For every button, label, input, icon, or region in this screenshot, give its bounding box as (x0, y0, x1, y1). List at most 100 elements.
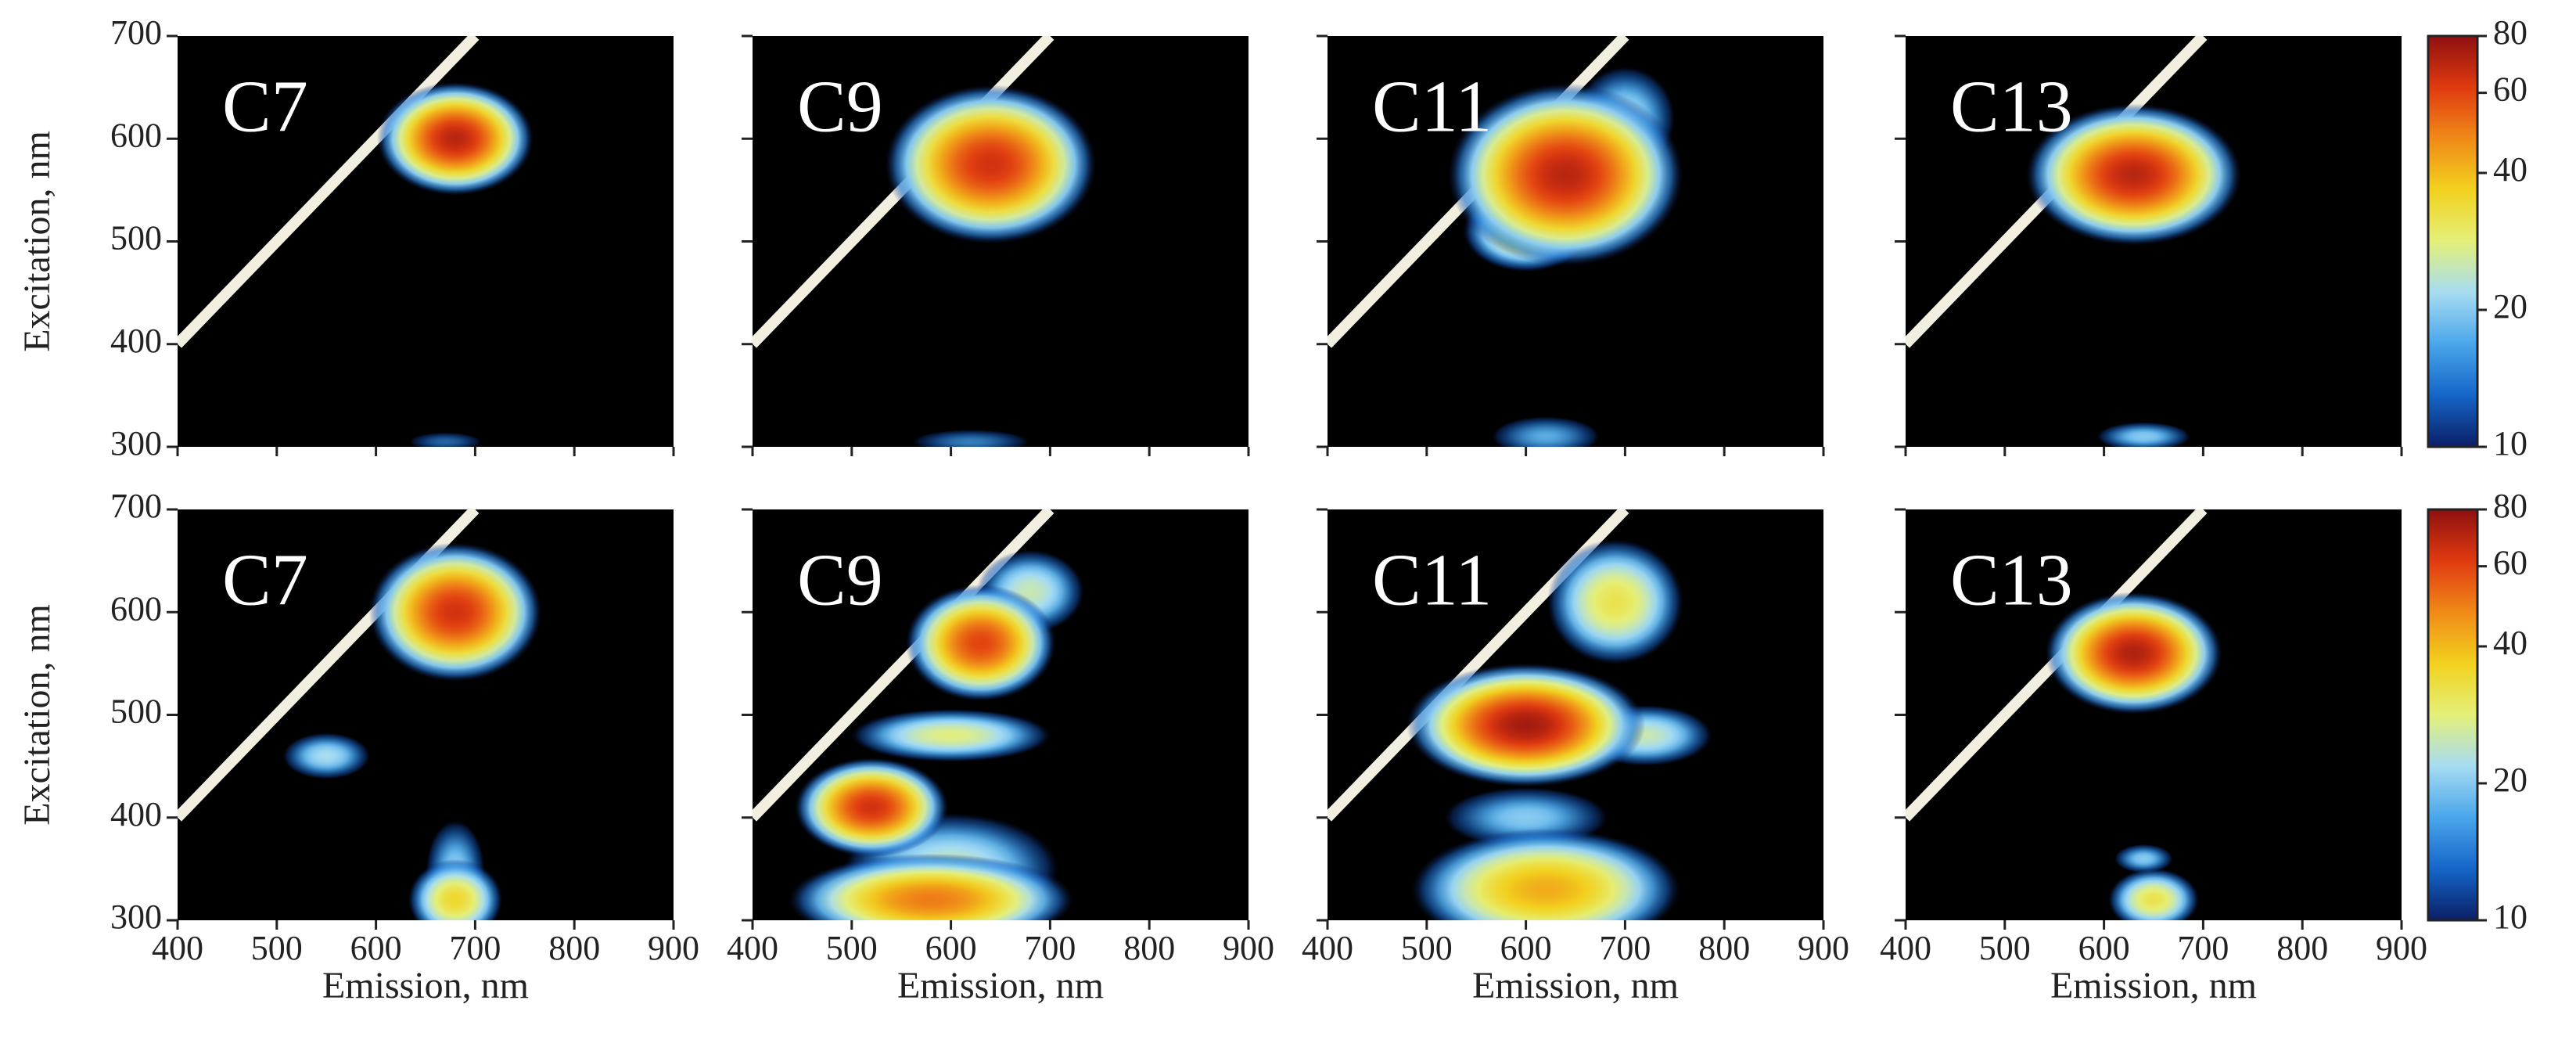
colorbar-tick-label: 40 (2493, 150, 2527, 189)
peak (1547, 539, 1683, 665)
x-tick-label: 600 (925, 929, 977, 967)
colorbar-scale (2427, 34, 2479, 448)
x-tick-label: 800 (1123, 929, 1175, 967)
colorbar: 10 20 40 60 80 (2427, 13, 2527, 462)
peaks (753, 36, 1097, 447)
peaks (1328, 509, 1712, 920)
y-tick-label: 700 (110, 487, 162, 525)
peak (885, 85, 1097, 244)
x-tick-label: 800 (548, 929, 600, 967)
peak (795, 758, 949, 858)
x-tick-label: 500 (826, 929, 878, 967)
colorbar-tick-label: 60 (2493, 544, 2527, 582)
x-tick-label: 600 (350, 929, 402, 967)
y-tick-label: 600 (110, 116, 162, 154)
peak (1448, 83, 1683, 266)
peak (2107, 868, 2200, 920)
colorbar-scale (2427, 508, 2479, 922)
panel-label: C7 (222, 67, 308, 148)
x-tick-label: 900 (1798, 929, 1849, 967)
panel: C9 400 500 600 700 800 900 Emission, nm (727, 508, 1274, 1006)
x-tick-label: 700 (1024, 929, 1076, 967)
peak (408, 858, 503, 920)
x-tick-label: 400 (152, 929, 203, 967)
peaks (1906, 509, 2223, 920)
y-tick-label: 700 (110, 13, 162, 52)
panel-label: C11 (1372, 540, 1492, 621)
x-tick-label: 600 (1500, 929, 1552, 967)
peak (376, 81, 534, 196)
panel-label: C9 (797, 67, 883, 148)
panel-label: C9 (797, 540, 883, 621)
peak (368, 542, 542, 682)
y-tick-label: 300 (110, 424, 162, 462)
panel-label: C13 (1950, 540, 2073, 621)
peak (1492, 416, 1600, 447)
colorbar-tick-label: 20 (2493, 761, 2527, 799)
y-tick-label: 300 (110, 898, 162, 936)
peaks (178, 509, 542, 920)
panel: C9 (742, 34, 1250, 456)
peak (905, 585, 1056, 702)
panel: C11 400 500 600 700 800 900 Emission, nm (1302, 508, 1849, 1006)
peak (2096, 422, 2191, 447)
x-axis-title: Emission, nm (322, 965, 529, 1006)
peak (2114, 844, 2173, 873)
colorbar-tick-label: 40 (2493, 624, 2527, 662)
x-tick-label: 500 (251, 929, 303, 967)
peak (851, 708, 1051, 762)
panel-label: C13 (1950, 67, 2073, 148)
y-tick-label: 400 (110, 795, 162, 833)
x-tick-label: 700 (449, 929, 501, 967)
peaks (1328, 36, 1683, 447)
x-tick-label: 900 (2376, 929, 2427, 967)
x-tick-label: 800 (1698, 929, 1750, 967)
x-tick-label: 900 (1223, 929, 1274, 967)
x-tick-label: 400 (1880, 929, 1931, 967)
panel-label: C7 (222, 540, 308, 621)
peak (282, 732, 370, 779)
y-tick-label: 400 (110, 322, 162, 360)
peak (789, 853, 1074, 920)
colorbar-tick-label: 20 (2493, 287, 2527, 326)
peak (2045, 592, 2223, 714)
peaks (178, 36, 534, 447)
x-tick-label: 600 (2078, 929, 2130, 967)
colorbar: 10 20 40 60 80 (2427, 487, 2527, 936)
x-tick-label: 500 (1979, 929, 2031, 967)
x-tick-label: 900 (648, 929, 699, 967)
y-tick-label: 500 (110, 219, 162, 257)
peak (1411, 828, 1680, 920)
x-axis-title: Emission, nm (1472, 965, 1679, 1006)
colorbar-tick-label: 80 (2493, 13, 2527, 52)
peak (409, 432, 482, 447)
peaks (753, 509, 1084, 920)
x-tick-label: 400 (1302, 929, 1353, 967)
peak (913, 430, 1029, 447)
colorbar-tick-label: 60 (2493, 70, 2527, 109)
colorbar-tick-label: 10 (2493, 898, 2527, 936)
y-tick-label: 600 (110, 589, 162, 628)
peak (2026, 103, 2242, 246)
panel: C13 (1895, 34, 2403, 456)
x-tick-label: 700 (2177, 929, 2229, 967)
panel: C11 (1317, 34, 1825, 456)
x-axis-title: Emission, nm (2050, 965, 2257, 1006)
y-axis-title: Excitation, nm (16, 131, 58, 352)
panel: C7 300 400 500 600 700 Excitation, nm (16, 13, 675, 462)
colorbar-tick-label: 10 (2493, 424, 2527, 462)
colorbar-tick-label: 80 (2493, 487, 2527, 525)
panel-label: C11 (1372, 67, 1492, 148)
y-tick-label: 500 (110, 693, 162, 731)
panel: C13 400 500 600 700 800 900 Emission, nm (1880, 508, 2427, 1006)
x-tick-label: 800 (2276, 929, 2328, 967)
y-axis-title: Excitation, nm (16, 604, 58, 826)
peaks (1906, 36, 2242, 447)
x-tick-label: 400 (727, 929, 778, 967)
x-tick-label: 500 (1401, 929, 1453, 967)
peak (1406, 663, 1646, 787)
x-axis-title: Emission, nm (897, 965, 1104, 1006)
x-tick-label: 700 (1599, 929, 1651, 967)
